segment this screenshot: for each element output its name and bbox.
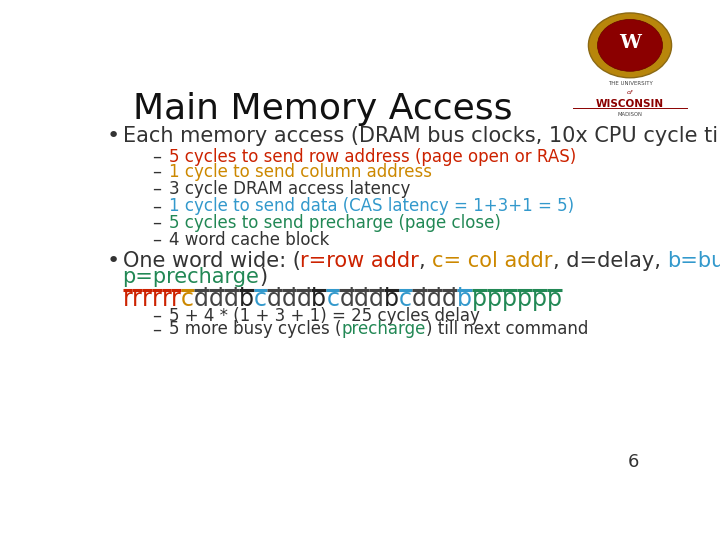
Text: MADISON: MADISON xyxy=(618,112,642,117)
Text: •: • xyxy=(107,251,120,271)
Text: d: d xyxy=(282,287,297,310)
Text: of: of xyxy=(627,90,633,96)
Text: –: – xyxy=(152,163,161,180)
Text: 1 cycle to send data (CAS latency = 1+3+1 = 5): 1 cycle to send data (CAS latency = 1+3+… xyxy=(169,197,574,215)
Text: d: d xyxy=(427,287,441,310)
Text: p: p xyxy=(472,287,487,310)
Text: –: – xyxy=(152,214,161,232)
Text: W: W xyxy=(619,34,641,52)
Text: d: d xyxy=(266,287,282,310)
Text: d: d xyxy=(209,287,224,310)
Text: b: b xyxy=(311,287,326,310)
Text: p=precharge: p=precharge xyxy=(122,267,259,287)
Text: –: – xyxy=(152,197,161,215)
Text: 3 cycle DRAM access latency: 3 cycle DRAM access latency xyxy=(169,179,410,198)
Text: , d=delay,: , d=delay, xyxy=(553,251,667,271)
Text: r: r xyxy=(171,287,181,310)
Text: b: b xyxy=(384,287,399,310)
Text: p: p xyxy=(531,287,546,310)
Text: WISCONSIN: WISCONSIN xyxy=(596,99,664,109)
Text: b=bus: b=bus xyxy=(667,251,720,271)
Text: p: p xyxy=(516,287,531,310)
Text: r: r xyxy=(132,287,142,310)
Text: r=row addr: r=row addr xyxy=(300,251,419,271)
Text: –: – xyxy=(152,231,161,249)
Text: d: d xyxy=(369,287,384,310)
Text: 1 cycle to send column address: 1 cycle to send column address xyxy=(169,163,432,180)
Text: r: r xyxy=(152,287,161,310)
Text: d: d xyxy=(194,287,209,310)
Text: c: c xyxy=(326,287,339,310)
Text: c: c xyxy=(399,287,412,310)
Text: ): ) xyxy=(259,267,268,287)
Text: r: r xyxy=(142,287,152,310)
Text: c: c xyxy=(253,287,266,310)
Text: –: – xyxy=(152,307,161,325)
Text: p: p xyxy=(502,287,516,310)
Ellipse shape xyxy=(598,19,662,71)
Text: THE UNIVERSITY: THE UNIVERSITY xyxy=(608,80,652,86)
Text: 4 word cache block: 4 word cache block xyxy=(169,231,330,249)
Text: ) till next command: ) till next command xyxy=(426,320,588,339)
Text: 5 + 4 * (1 + 3 + 1) = 25 cycles delay: 5 + 4 * (1 + 3 + 1) = 25 cycles delay xyxy=(169,307,480,325)
Text: –: – xyxy=(152,320,161,339)
Text: ,: , xyxy=(419,251,433,271)
Text: 6: 6 xyxy=(627,454,639,471)
Text: c= col addr: c= col addr xyxy=(433,251,553,271)
Text: d: d xyxy=(441,287,456,310)
Text: Main Memory Access: Main Memory Access xyxy=(132,92,512,126)
Text: d: d xyxy=(354,287,369,310)
Text: p: p xyxy=(546,287,562,310)
Text: p: p xyxy=(487,287,502,310)
Text: precharge: precharge xyxy=(341,320,426,339)
Text: d: d xyxy=(297,287,311,310)
Text: –: – xyxy=(152,179,161,198)
Text: b: b xyxy=(456,287,472,310)
Text: •: • xyxy=(107,126,120,146)
Text: d: d xyxy=(339,287,354,310)
Text: r: r xyxy=(122,287,132,310)
Ellipse shape xyxy=(588,13,672,78)
Text: c: c xyxy=(181,287,194,310)
Text: b: b xyxy=(238,287,253,310)
Text: One word wide: (: One word wide: ( xyxy=(122,251,300,271)
Text: 5 cycles to send row address (page open or RAS): 5 cycles to send row address (page open … xyxy=(169,148,576,166)
Text: 5 cycles to send precharge (page close): 5 cycles to send precharge (page close) xyxy=(169,214,501,232)
Text: Each memory access (DRAM bus clocks, 10x CPU cycle time): Each memory access (DRAM bus clocks, 10x… xyxy=(122,126,720,146)
Text: d: d xyxy=(412,287,427,310)
Text: r: r xyxy=(161,287,171,310)
Text: –: – xyxy=(152,148,161,166)
Text: 5 more busy cycles (: 5 more busy cycles ( xyxy=(169,320,341,339)
Text: d: d xyxy=(224,287,238,310)
